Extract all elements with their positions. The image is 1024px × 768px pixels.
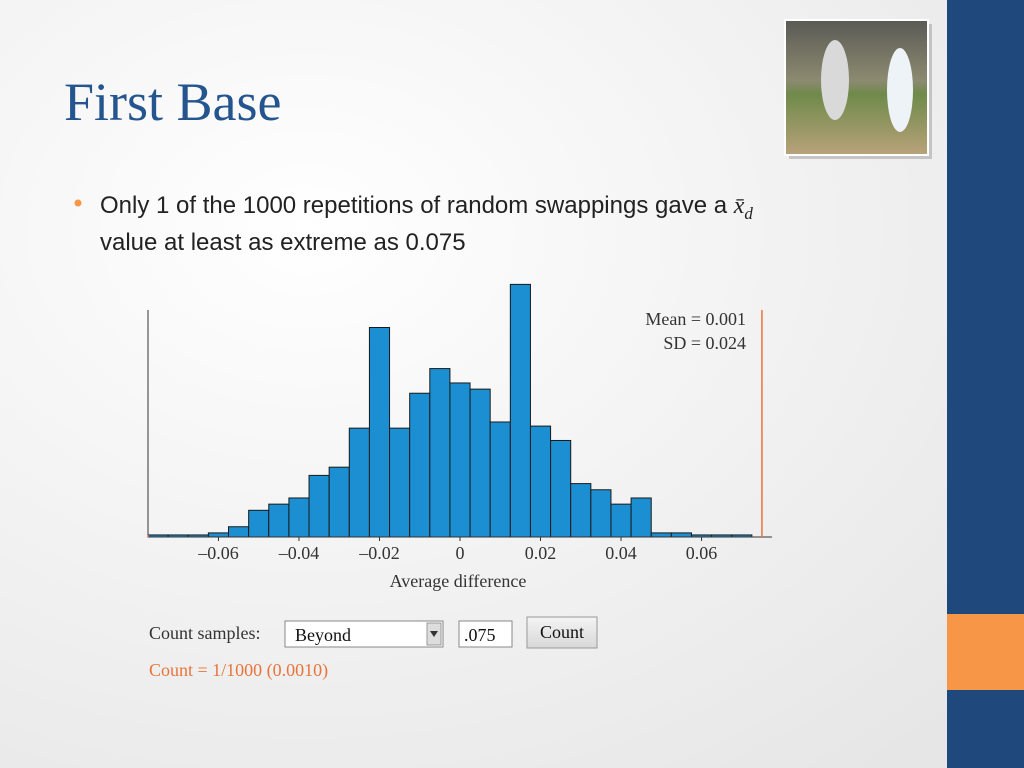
bullet-text: Only 1 of the 1000 repetitions of random… — [100, 192, 734, 219]
select[interactable] — [284, 620, 444, 648]
bar — [328, 466, 350, 538]
bar — [248, 509, 270, 538]
bar — [288, 497, 310, 538]
x-axis-label: Average difference — [390, 571, 527, 591]
control-label: Count samples: — [149, 623, 261, 643]
bar — [228, 526, 250, 538]
annotation: SD = 0.024 — [663, 333, 746, 353]
x-tick-label: 0.02 — [525, 543, 557, 563]
bullet-dot — [74, 199, 82, 207]
bar — [650, 532, 672, 538]
bar — [570, 483, 592, 538]
math-symbol: x̄ — [733, 193, 745, 219]
slide-title: First Base — [64, 72, 282, 132]
bar — [590, 489, 612, 538]
x-tick-label: –0.04 — [278, 543, 320, 563]
bar — [529, 425, 552, 538]
histogram: –0.06 –0.04 –0.02 0 0.02 0.04 0.06 — [147, 283, 772, 563]
math-subscript: d — [744, 204, 753, 223]
bar — [348, 427, 370, 538]
bar — [409, 392, 431, 538]
bar — [670, 532, 692, 538]
input[interactable] — [458, 620, 513, 648]
input-value: .075 — [464, 625, 496, 645]
controls: Count samples: Beyond .075 Count Count =… — [149, 616, 598, 681]
select-arrow-icon — [430, 631, 438, 637]
x-tick-label: –0.06 — [197, 543, 239, 563]
bar — [489, 421, 511, 538]
button-label: Count — [540, 622, 584, 642]
bar — [308, 474, 330, 538]
x-tick-label: 0.04 — [605, 543, 637, 563]
sidebar-accent — [947, 614, 1024, 690]
count-button[interactable] — [526, 616, 598, 649]
bar — [610, 503, 632, 538]
bar — [429, 368, 451, 538]
bullet-line: Only 1 of the 1000 repetitions of random… — [100, 192, 753, 223]
bar — [550, 439, 572, 538]
bar — [449, 382, 471, 538]
bullet-text: value at least as extreme as 0.075 — [100, 229, 466, 256]
bar — [368, 327, 391, 538]
x-tick-label: 0.06 — [686, 543, 718, 563]
photo — [784, 19, 932, 159]
select-value: Beyond — [295, 625, 351, 645]
bar — [268, 503, 290, 538]
annotation: Mean = 0.001 — [645, 309, 746, 329]
bar — [469, 388, 491, 538]
bar — [509, 283, 531, 538]
bar — [630, 497, 652, 538]
bar — [389, 427, 411, 538]
count-result: Count = 1/1000 (0.0010) — [149, 660, 328, 681]
x-tick-label: –0.02 — [358, 543, 400, 563]
x-tick-label: 0 — [456, 543, 465, 563]
bar — [207, 532, 230, 538]
